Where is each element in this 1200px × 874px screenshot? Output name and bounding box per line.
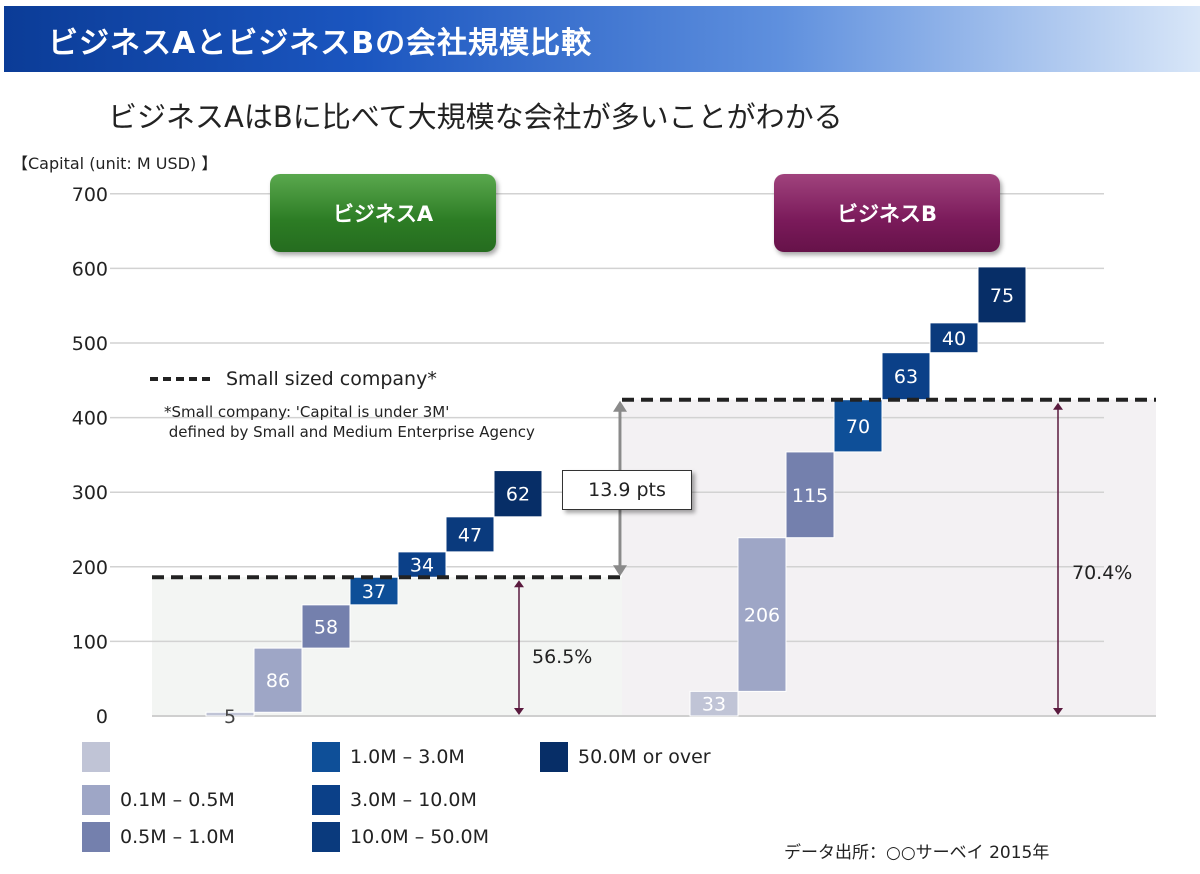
legend-swatch (540, 742, 568, 772)
legend-label: 10.0M – 50.0M (350, 826, 489, 848)
small-company-note: *Small company: 'Capital is under 3M' de… (164, 403, 535, 441)
share-label-a: 56.5% (532, 646, 592, 668)
page-title: ビジネスAとビジネスBの会社規模比較 (48, 26, 593, 61)
bar (493, 470, 543, 518)
legend-label: 0.1M – 0.5M (120, 789, 235, 811)
bar (253, 647, 303, 713)
y-tick-label: 600 (72, 258, 108, 280)
gap-arrow-head-up (613, 400, 627, 412)
bar-value-label: 33 (702, 694, 726, 716)
y-tick-label: 200 (72, 557, 108, 579)
source-note: データ出所：○○サーベイ 2015年 (784, 843, 1050, 863)
legend-item: 0.5M – 1.0M (82, 822, 235, 852)
legend-item: 1.0M – 3.0M (312, 742, 465, 772)
legend-item (82, 742, 120, 772)
bar (737, 537, 787, 692)
share-label-b: 70.4% (1072, 562, 1132, 584)
bar (349, 576, 399, 606)
dashed-line-swatch (150, 377, 210, 381)
bar (205, 711, 255, 717)
small-zone-b (622, 399, 1156, 716)
legend-swatch (82, 742, 110, 772)
y-tick-label: 500 (72, 333, 108, 355)
gap-arrow-head-down (613, 565, 627, 577)
bar (977, 266, 1027, 324)
bar-value-label: 47 (458, 524, 482, 546)
bar-value-label: 58 (314, 616, 338, 638)
y-tick-label: 100 (72, 631, 108, 653)
small-company-legend-label: Small sized company* (226, 368, 437, 390)
bar (929, 322, 979, 354)
y-tick-label: 0 (96, 706, 108, 728)
legend-item: 0.1M – 0.5M (82, 785, 235, 815)
bar-value-label: 206 (744, 605, 780, 627)
legend-label: 3.0M – 10.0M (350, 789, 477, 811)
legend-label: 50.0M or over (578, 746, 711, 768)
bar-value-label: 5 (224, 706, 236, 728)
group-badge-a: ビジネスA (270, 174, 496, 252)
legend-swatch (312, 822, 340, 852)
bar (833, 399, 883, 453)
legend-item: 3.0M – 10.0M (312, 785, 477, 815)
title-bar: ビジネスAとビジネスBの会社規模比較 (4, 6, 1200, 72)
bar-value-label: 115 (792, 485, 828, 507)
bar-value-label: 63 (894, 366, 918, 388)
bar (445, 516, 495, 553)
bar-value-label: 70 (846, 416, 870, 438)
bar (301, 604, 351, 649)
bar-value-label: 34 (410, 555, 434, 577)
group-badge-b: ビジネスB (774, 174, 1000, 252)
legend-swatch (82, 822, 110, 852)
share-arrow-b-head-up (1053, 402, 1063, 410)
legend-label: 1.0M – 3.0M (350, 746, 465, 768)
share-arrow-b-head-down (1053, 708, 1063, 715)
share-arrow-a-head-down (514, 708, 524, 715)
bar-value-label: 75 (990, 285, 1014, 307)
gap-callout: 13.9 pts (562, 470, 692, 510)
bar (785, 451, 835, 539)
bar-value-label: 62 (506, 484, 530, 506)
bar (689, 690, 739, 717)
bar-value-label: 86 (266, 670, 290, 692)
share-arrow-a-head-up (514, 580, 524, 588)
y-tick-label: 400 (72, 408, 108, 430)
bar-value-label: 40 (942, 328, 966, 350)
legend-swatch (312, 785, 340, 815)
bar-value-label: 37 (362, 581, 386, 603)
page-subtitle: ビジネスAはBに比べて大規模な会社が多いことがわかる (108, 100, 843, 134)
y-tick-label: 700 (72, 184, 108, 206)
legend-swatch (312, 742, 340, 772)
bar (881, 352, 931, 401)
bar (397, 551, 447, 578)
legend-item: 50.0M or over (540, 742, 711, 772)
legend-item: 10.0M – 50.0M (312, 822, 489, 852)
legend-swatch (82, 785, 110, 815)
small-company-legend: Small sized company* (150, 368, 437, 390)
y-tick-label: 300 (72, 482, 108, 504)
legend-label: 0.5M – 1.0M (120, 826, 235, 848)
y-axis-unit-label: 【Capital (unit: M USD) 】 (12, 154, 218, 173)
